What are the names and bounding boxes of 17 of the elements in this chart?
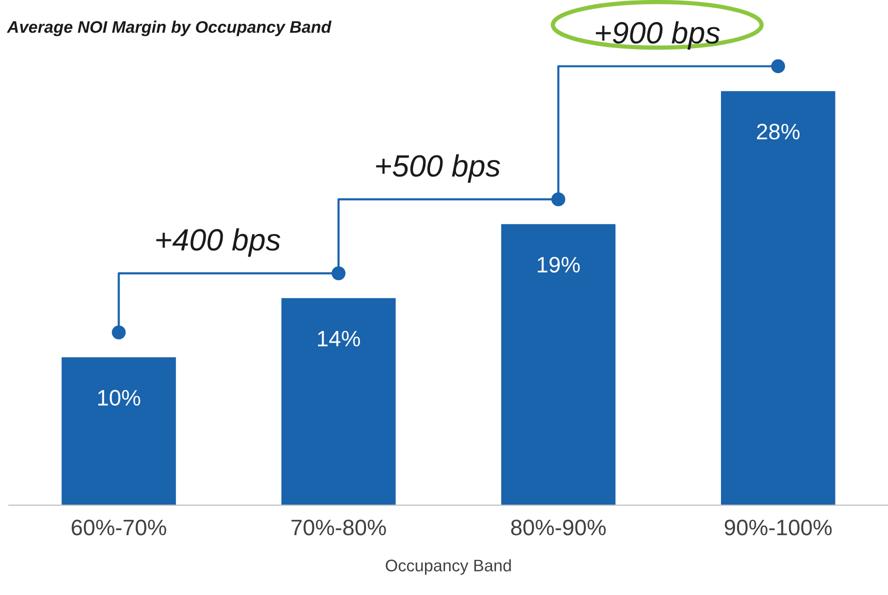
x-axis-title: Occupancy Band — [386, 559, 511, 575]
x-tick-label: 60%-70% — [72, 520, 166, 536]
annotation: +400 bps — [156, 228, 280, 257]
data-label: 28% — [756, 124, 800, 140]
x-tick-label: 90%-100% — [724, 520, 832, 536]
bar — [501, 224, 616, 506]
bar — [720, 91, 836, 506]
annotation: +500 bps — [376, 154, 500, 183]
x-tick-label: 80%-90% — [511, 520, 606, 536]
chart-title: Average NOI Margin by Occupancy Band — [6, 20, 332, 36]
x-tick-label: 70%-80% — [292, 520, 386, 536]
bar — [281, 298, 396, 506]
text: +900 bps — [596, 21, 720, 50]
data-label: 10% — [98, 390, 140, 406]
bar — [62, 357, 176, 506]
data-label: 19% — [538, 256, 580, 273]
data-label: 14% — [318, 330, 360, 346]
